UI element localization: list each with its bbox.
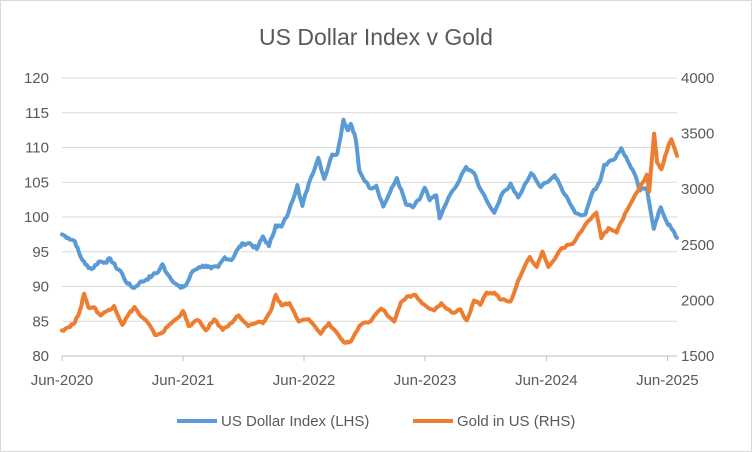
x-tick-label: Jun-2020 — [31, 372, 94, 389]
grid-layer — [62, 77, 677, 322]
y-left-tick-label: 85 — [32, 313, 49, 330]
y-right-tick-label: 4000 — [681, 70, 714, 87]
y-right-tick-label: 3000 — [681, 181, 714, 198]
y-right-tick-label: 1500 — [681, 348, 714, 365]
y-left-tick-label: 100 — [24, 209, 49, 226]
legend-label-gold: Gold in US (RHS) — [457, 413, 575, 430]
chart-title: US Dollar Index v Gold — [259, 24, 493, 50]
y-right-tick-label: 2000 — [681, 292, 714, 309]
y-left-tick-label: 120 — [24, 70, 49, 87]
y-left-tick-label: 115 — [25, 105, 49, 122]
y-left-tick-label: 90 — [32, 279, 49, 296]
series-line-dollar-index — [60, 117, 679, 290]
y-right-tick-label: 3500 — [681, 126, 714, 143]
x-tick-label: Jun-2023 — [394, 372, 457, 389]
x-tick-label: Jun-2024 — [515, 372, 578, 389]
y-left-tick-label: 110 — [25, 140, 49, 157]
axis-layer: 80 85 90 95 100 105 110 115 120 1500 2000 2500 3000 3… — [24, 70, 714, 389]
series-layer — [60, 117, 679, 345]
legend: US Dollar Index (LHS) Gold in US (RHS) — [177, 413, 575, 430]
series-line-gold — [60, 131, 679, 345]
y-left-tick-label: 80 — [32, 348, 49, 365]
y-left-tick-label: 95 — [32, 244, 49, 261]
x-tick-label: Jun-2025 — [636, 372, 699, 389]
x-tick-label: Jun-2021 — [152, 372, 215, 389]
y-left-tick-label: 105 — [24, 174, 49, 191]
x-tick-label: Jun-2022 — [273, 372, 336, 389]
y-right-tick-label: 2500 — [681, 237, 714, 254]
legend-label-dollar-index: US Dollar Index (LHS) — [221, 413, 369, 430]
